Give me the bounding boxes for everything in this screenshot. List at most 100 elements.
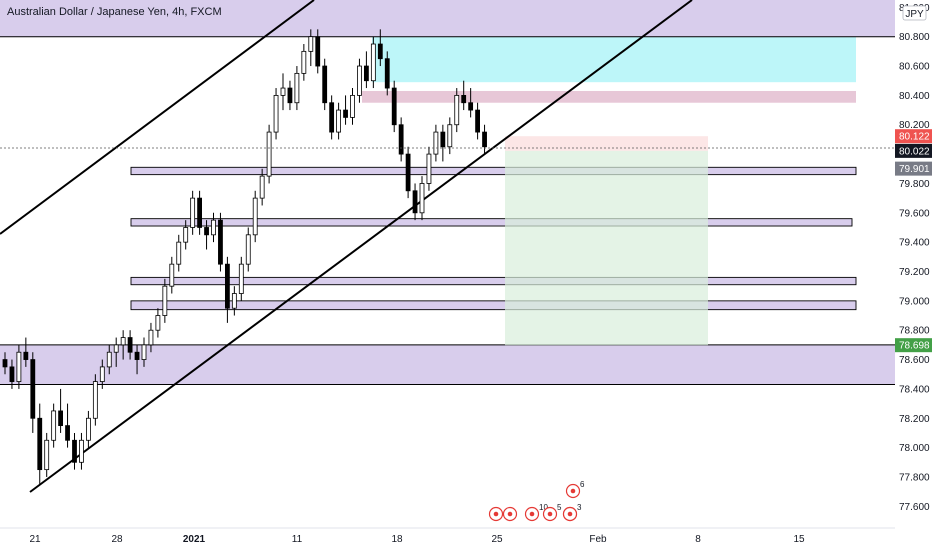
price-tick-label: 79.800 xyxy=(899,179,930,190)
candle-body xyxy=(252,197,258,236)
event-marker-dot xyxy=(507,511,513,517)
lower-channel-line[interactable] xyxy=(29,0,693,493)
take-profit-area[interactable] xyxy=(505,150,708,346)
price-tick-label: 80.200 xyxy=(899,120,930,131)
candle-body xyxy=(224,263,230,309)
candle-body xyxy=(301,50,307,74)
candle-body xyxy=(343,109,348,118)
price-tick-label: 78.800 xyxy=(899,326,930,337)
candle-body xyxy=(9,366,15,382)
currency-badge[interactable] xyxy=(902,5,927,21)
event-marker-dot xyxy=(570,488,576,494)
candle-body xyxy=(51,410,57,441)
candle-body xyxy=(377,43,383,60)
event-marker-event-g[interactable]: 6 xyxy=(565,480,586,499)
event-marker-dot xyxy=(547,511,553,517)
event-marker-event-c[interactable]: 10 xyxy=(524,503,549,522)
price-label-box xyxy=(895,161,932,176)
zone-supply-zone-cyan xyxy=(372,36,856,83)
candle-body xyxy=(197,197,203,228)
candle-body xyxy=(433,131,439,155)
candle-body xyxy=(120,337,126,346)
candle-body xyxy=(308,36,314,52)
candle-body xyxy=(384,58,390,89)
price-tick-label: 79.000 xyxy=(899,296,930,307)
event-marker-event-a[interactable] xyxy=(488,506,504,522)
event-marker-count: 5 xyxy=(557,503,562,512)
event-marker-event-f[interactable]: 3 xyxy=(562,503,583,522)
candle-body xyxy=(350,94,355,118)
candle-body xyxy=(398,124,404,155)
price-tick-label: 79.400 xyxy=(899,238,930,249)
price-tick-label: 78.000 xyxy=(899,443,930,454)
time-tick-label: 28 xyxy=(111,534,123,545)
time-tick-label: 8 xyxy=(695,534,701,545)
event-marker-count: 6 xyxy=(580,480,585,489)
time-tick-label: 18 xyxy=(391,534,403,545)
zone-level-78-97 xyxy=(130,300,857,311)
price-tick-label: 77.800 xyxy=(899,472,930,483)
candle-body xyxy=(231,293,237,309)
candle-body xyxy=(2,359,8,368)
candle-body xyxy=(405,153,411,192)
candle-body xyxy=(468,102,474,111)
candle-body xyxy=(44,439,50,471)
price-label-box xyxy=(895,338,932,353)
trendlines-layer[interactable] xyxy=(0,0,693,493)
candle-body xyxy=(204,227,209,236)
candle-body xyxy=(141,344,147,360)
position-tool[interactable] xyxy=(505,136,708,346)
candle-body xyxy=(37,417,43,471)
candle-body xyxy=(79,439,84,463)
candle-body xyxy=(336,109,342,133)
price-tick-label: 80.800 xyxy=(899,32,930,43)
price-tick-label: 77.600 xyxy=(899,502,930,513)
candle-body xyxy=(23,351,29,360)
time-tick-label: 21 xyxy=(29,534,41,545)
candle-body xyxy=(266,131,272,177)
price-tick-label: 80.600 xyxy=(899,62,930,73)
candle-body xyxy=(461,94,467,104)
candle-body xyxy=(190,197,196,228)
candle-body xyxy=(58,410,63,427)
time-tick-label: 15 xyxy=(793,534,805,545)
time-axis[interactable]: 21 28 2021 11 18 25 Feb 8 15 xyxy=(0,527,895,545)
candle-body xyxy=(72,439,77,463)
candle-body xyxy=(155,315,161,331)
event-marker-dot xyxy=(493,511,499,517)
candle-body xyxy=(134,351,140,360)
candle-body xyxy=(475,109,481,133)
time-tick-label: Feb xyxy=(589,534,607,545)
stop-loss-area[interactable] xyxy=(505,136,708,151)
candle-body xyxy=(106,351,112,368)
chart-title: Australian Dollar / Japanese Yen, 4h, FX… xyxy=(7,6,222,18)
candle-body xyxy=(238,263,244,294)
candle-body xyxy=(447,124,453,148)
price-label-box xyxy=(895,129,932,144)
price-label-box xyxy=(895,143,932,158)
candle-body xyxy=(99,366,105,382)
event-marker-event-b[interactable] xyxy=(502,506,518,522)
price-tick-label: 78.400 xyxy=(899,384,930,395)
candle-body xyxy=(127,337,133,353)
upper-channel-line[interactable] xyxy=(0,0,315,235)
candle-body xyxy=(294,72,300,104)
zone-level-79-88 xyxy=(130,166,857,176)
price-axis[interactable]: 81.00080.80080.60080.40080.20079.80079.6… xyxy=(895,0,932,550)
currency-badge-label: JPY xyxy=(905,9,924,20)
candle-body xyxy=(357,65,362,96)
candle-body xyxy=(176,241,182,265)
zone-lower-support-band xyxy=(0,344,895,385)
time-tick-label: 2021 xyxy=(183,534,206,545)
candle-body xyxy=(273,94,279,133)
candle-body xyxy=(211,219,216,236)
candle-body xyxy=(419,183,425,214)
event-marker-count: 3 xyxy=(577,503,582,512)
event-marker-event-d[interactable]: 5 xyxy=(542,503,563,522)
candle-body xyxy=(183,227,189,243)
zone-level-79-54 xyxy=(130,218,853,227)
events-layer[interactable]: 10 5 3 6 xyxy=(488,480,586,522)
candle-body xyxy=(92,381,98,419)
